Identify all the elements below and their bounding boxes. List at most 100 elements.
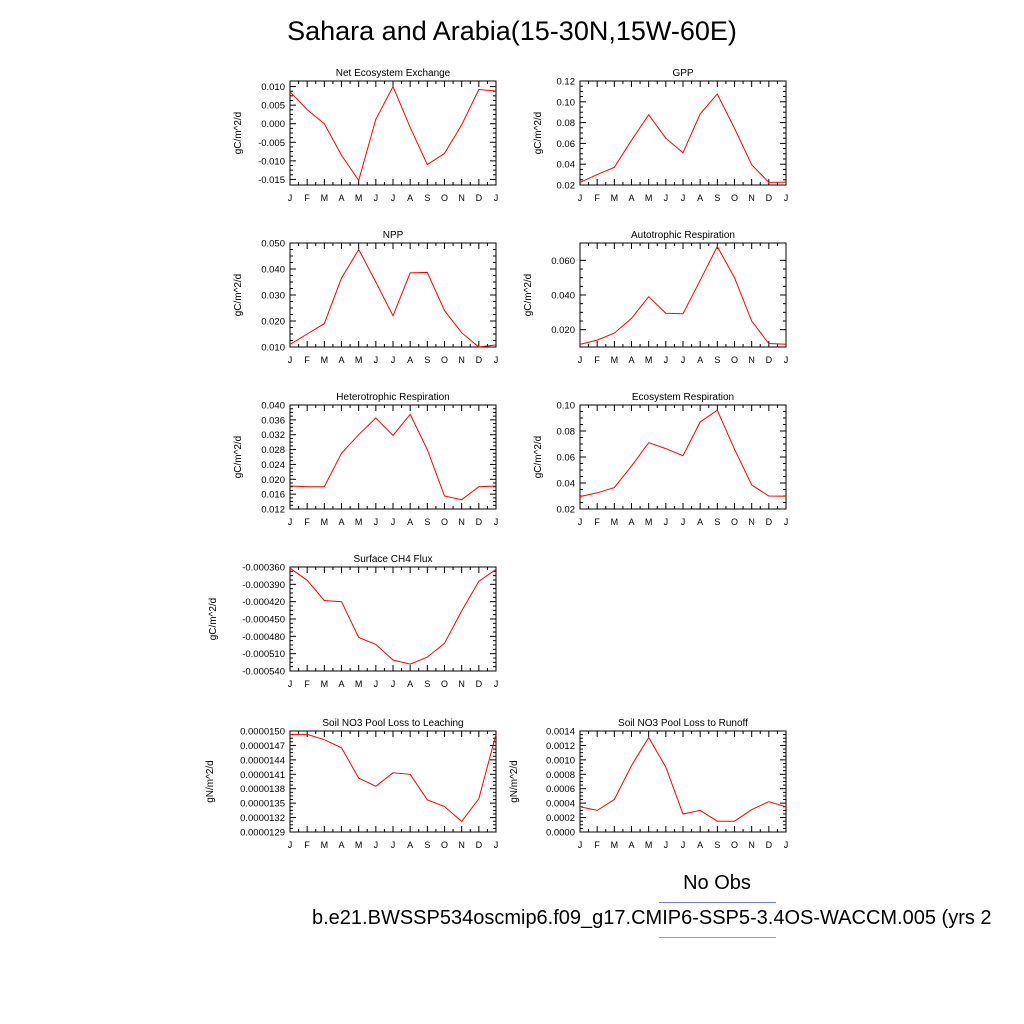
x-tick-label: J bbox=[494, 679, 499, 689]
x-tick-label: S bbox=[714, 840, 720, 850]
y-axis-label: gC/m^2/d bbox=[533, 112, 544, 155]
x-tick-label: N bbox=[458, 355, 465, 365]
x-tick-label: A bbox=[697, 355, 703, 365]
x-tick-label: O bbox=[441, 517, 448, 527]
y-tick-label: 0.040 bbox=[261, 265, 285, 276]
x-tick-label: J bbox=[288, 517, 293, 527]
y-tick-label: 0.12 bbox=[557, 77, 576, 88]
x-tick-label: O bbox=[441, 679, 448, 689]
panel-title: Ecosystem Respiration bbox=[632, 392, 734, 403]
x-tick-label: S bbox=[424, 193, 430, 203]
y-tick-label: 0.010 bbox=[261, 82, 285, 93]
x-tick-label: M bbox=[321, 679, 329, 689]
y-axis-label: gN/m^2/d bbox=[509, 760, 520, 803]
x-tick-label: A bbox=[697, 840, 703, 850]
y-tick-label: 0.06 bbox=[557, 453, 576, 464]
y-tick-label: -0.000360 bbox=[242, 563, 285, 574]
y-tick-label: 0.020 bbox=[551, 325, 575, 336]
panel-title: Soil NO3 Pool Loss to Runoff bbox=[618, 718, 748, 729]
y-tick-label: 0.028 bbox=[261, 445, 285, 456]
x-tick-label: M bbox=[355, 193, 363, 203]
y-tick-label: -0.000390 bbox=[242, 580, 285, 591]
x-tick-label: D bbox=[766, 355, 773, 365]
legend-model-line bbox=[659, 937, 776, 938]
x-tick-label: F bbox=[304, 193, 310, 203]
series-line bbox=[579, 93, 787, 183]
y-tick-label: 0.0000150 bbox=[240, 727, 285, 738]
x-tick-label: D bbox=[476, 840, 483, 850]
x-tick-label: A bbox=[407, 517, 413, 527]
x-tick-label: J bbox=[494, 193, 499, 203]
x-tick-label: S bbox=[424, 517, 430, 527]
x-tick-label: J bbox=[681, 355, 686, 365]
y-tick-label: 0.0010 bbox=[546, 755, 575, 766]
legend-obs-label: No Obs bbox=[683, 872, 751, 894]
legend-obs-line bbox=[659, 902, 776, 903]
plot-frame bbox=[579, 242, 787, 348]
x-tick-label: M bbox=[645, 517, 653, 527]
series-line bbox=[579, 245, 787, 345]
y-tick-label: 0.02 bbox=[557, 505, 576, 516]
x-tick-label: M bbox=[611, 355, 619, 365]
y-tick-label: -0.000420 bbox=[242, 597, 285, 608]
x-tick-label: J bbox=[784, 840, 789, 850]
x-tick-label: F bbox=[594, 840, 600, 850]
y-tick-label: -0.000510 bbox=[242, 649, 285, 660]
panel-title: Soil NO3 Pool Loss to Leaching bbox=[322, 718, 463, 729]
x-tick-label: A bbox=[628, 840, 634, 850]
y-tick-label: 0.024 bbox=[261, 460, 285, 471]
x-tick-label: A bbox=[407, 679, 413, 689]
x-tick-label: O bbox=[441, 193, 448, 203]
y-tick-label: 0.0006 bbox=[546, 784, 575, 795]
x-tick-label: J bbox=[784, 517, 789, 527]
x-tick-label: A bbox=[338, 193, 344, 203]
y-axis-label: gN/m^2/d bbox=[205, 760, 216, 803]
y-tick-label: 0.040 bbox=[551, 291, 575, 302]
y-tick-label: 0.0014 bbox=[546, 727, 575, 738]
x-tick-label: A bbox=[697, 517, 703, 527]
y-tick-label: 0.020 bbox=[261, 475, 285, 486]
x-tick-label: J bbox=[391, 355, 396, 365]
plot-frame bbox=[289, 566, 497, 672]
x-tick-label: N bbox=[458, 193, 465, 203]
series-line bbox=[579, 409, 787, 498]
x-tick-label: A bbox=[338, 355, 344, 365]
y-tick-label: 0.016 bbox=[261, 490, 285, 501]
x-tick-label: M bbox=[355, 517, 363, 527]
x-tick-label: J bbox=[374, 840, 379, 850]
y-tick-label: 0.10 bbox=[557, 401, 576, 412]
x-tick-label: M bbox=[321, 355, 329, 365]
plot-frame bbox=[289, 404, 497, 510]
y-axis-label: gC/m^2/d bbox=[233, 274, 244, 317]
x-tick-label: N bbox=[458, 517, 465, 527]
y-tick-label: 0.02 bbox=[557, 181, 576, 192]
y-tick-label: 0.0000141 bbox=[240, 770, 285, 781]
x-tick-label: F bbox=[304, 840, 310, 850]
x-tick-label: D bbox=[476, 517, 483, 527]
plot-frame bbox=[579, 404, 787, 510]
x-tick-label: S bbox=[714, 517, 720, 527]
x-tick-label: O bbox=[441, 840, 448, 850]
x-tick-label: J bbox=[664, 193, 669, 203]
chart-panel-8: Soil NO3 Pool Loss to Leaching gN/m^2/d J F… bbox=[205, 718, 498, 850]
x-tick-label: N bbox=[458, 840, 465, 850]
x-tick-label: S bbox=[714, 355, 720, 365]
x-tick-label: J bbox=[664, 840, 669, 850]
plot-frame bbox=[579, 730, 787, 833]
x-tick-label: F bbox=[594, 193, 600, 203]
y-tick-label: 0.000 bbox=[261, 119, 285, 130]
y-tick-label: -0.000540 bbox=[242, 667, 285, 678]
x-tick-label: F bbox=[304, 517, 310, 527]
x-tick-label: J bbox=[578, 517, 583, 527]
x-tick-label: D bbox=[476, 193, 483, 203]
x-tick-label: M bbox=[321, 517, 329, 527]
panel-title: Surface CH4 Flux bbox=[354, 554, 433, 565]
x-tick-label: J bbox=[288, 840, 293, 850]
y-tick-label: 0.030 bbox=[261, 291, 285, 302]
x-tick-label: A bbox=[628, 355, 634, 365]
x-tick-label: J bbox=[578, 193, 583, 203]
x-tick-label: J bbox=[664, 517, 669, 527]
